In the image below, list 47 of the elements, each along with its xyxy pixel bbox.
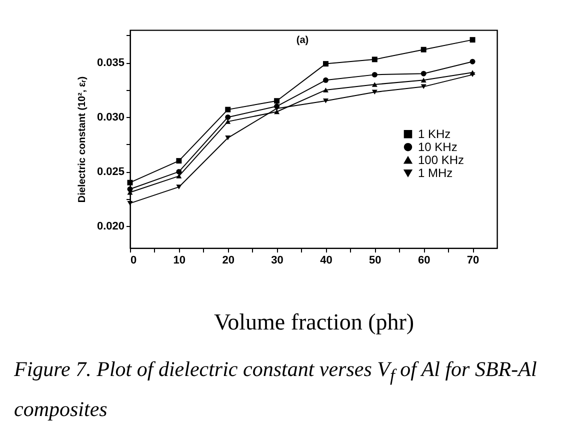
y-tick-label: 0.025: [96, 166, 124, 178]
point: [176, 158, 182, 164]
point: [225, 114, 231, 120]
legend-label: 1 KHz: [418, 127, 451, 142]
point: [372, 72, 378, 78]
x-tick-label: 60: [418, 254, 430, 266]
point: [225, 106, 231, 112]
x-tick-label: 20: [222, 254, 234, 266]
y-tick-label: 0.035: [96, 57, 124, 70]
x-tick-label: 50: [369, 254, 382, 266]
point: [470, 37, 476, 43]
point: [322, 61, 328, 67]
legend-label: 10 KHz: [418, 140, 458, 154]
x-tick-label: 0: [130, 254, 137, 266]
y-tick-label: 0.030: [96, 112, 124, 124]
point: [420, 84, 426, 90]
point: [420, 46, 426, 52]
x-tick-label: 10: [173, 254, 186, 266]
point: [274, 106, 280, 111]
legend-label: 100 KHz: [418, 153, 464, 168]
point: [127, 180, 133, 186]
text: Figure 7. Plot of dielectric constant verses V$_{f}$ of Al for SBR-Al composites: [14, 357, 537, 422]
x-tick-label: 70: [466, 254, 480, 266]
point: [322, 77, 328, 83]
y-axis-title: Dielectric constant (10², εᵣ): [76, 76, 88, 203]
point: [225, 136, 231, 140]
point: [225, 119, 231, 124]
point: [470, 58, 476, 64]
x-tick-label: 30: [271, 254, 284, 266]
x-axis-title: Volume fraction (phr): [214, 310, 414, 334]
point: [420, 78, 426, 83]
point: [176, 174, 182, 178]
legend-label: 1 MHz: [418, 166, 453, 180]
point: [127, 200, 133, 206]
x-tick-label: 40: [320, 254, 332, 266]
point: [176, 184, 182, 190]
point: [372, 82, 378, 87]
point: [274, 98, 280, 104]
point: [176, 168, 182, 174]
point: [372, 90, 378, 94]
point: [372, 56, 378, 62]
y-tick-label: 0.020: [96, 220, 124, 233]
point: [322, 88, 328, 92]
point: [322, 98, 328, 104]
point: [470, 72, 476, 78]
point: [420, 70, 426, 76]
annotation: (a): [296, 35, 309, 46]
